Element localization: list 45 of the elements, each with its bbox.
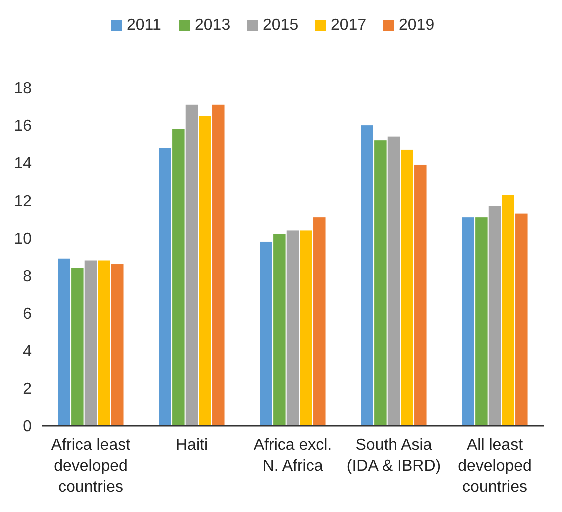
- y-tick-label: 0: [23, 418, 32, 436]
- bar: [199, 116, 212, 426]
- bar: [286, 230, 300, 426]
- bar: [361, 126, 374, 426]
- legend-label: 2013: [195, 17, 231, 34]
- legend-label: 2015: [263, 17, 299, 34]
- bar: [300, 230, 312, 426]
- legend-label: 2019: [399, 17, 435, 34]
- bar: [172, 129, 185, 426]
- bar: [462, 218, 474, 426]
- y-tick-label: 6: [23, 306, 32, 323]
- bar: [516, 214, 528, 426]
- bar: [314, 218, 326, 426]
- bar: [84, 260, 98, 426]
- x-tick-label: Africa least developed countries: [51, 437, 132, 496]
- bar: [58, 258, 70, 426]
- y-tick-label: 4: [23, 343, 32, 360]
- y-tick-label: 8: [23, 268, 32, 286]
- bar: [388, 136, 400, 426]
- bar: [401, 150, 414, 426]
- bar: [502, 195, 514, 426]
- y-tick-label: 16: [14, 118, 32, 136]
- legend-label: 2011: [127, 17, 162, 34]
- bar: [274, 234, 286, 426]
- bar: [476, 218, 488, 426]
- y-tick-label: 18: [14, 80, 32, 98]
- y-tick-label: 12: [14, 193, 32, 210]
- x-tick-label: Haiti: [176, 437, 208, 454]
- bar: [374, 140, 387, 426]
- y-tick-label: 2: [23, 381, 32, 398]
- bar: [112, 264, 124, 426]
- x-tick-label: Africa excl. N. Africa: [254, 437, 332, 475]
- x-tick-label: South Asia (IDA & IBRD): [346, 437, 442, 475]
- bar: [159, 148, 172, 426]
- bar: [72, 268, 84, 426]
- bar: [414, 164, 427, 426]
- bar: [212, 104, 225, 426]
- bar: [488, 206, 502, 426]
- x-tick-label: All least developed countries: [458, 437, 532, 496]
- y-tick-label: 14: [14, 156, 32, 173]
- y-tick-label: 10: [14, 230, 32, 248]
- legend-label: 2017: [331, 17, 367, 34]
- bar: [98, 260, 110, 426]
- bar: [186, 104, 198, 426]
- bar: [260, 242, 272, 426]
